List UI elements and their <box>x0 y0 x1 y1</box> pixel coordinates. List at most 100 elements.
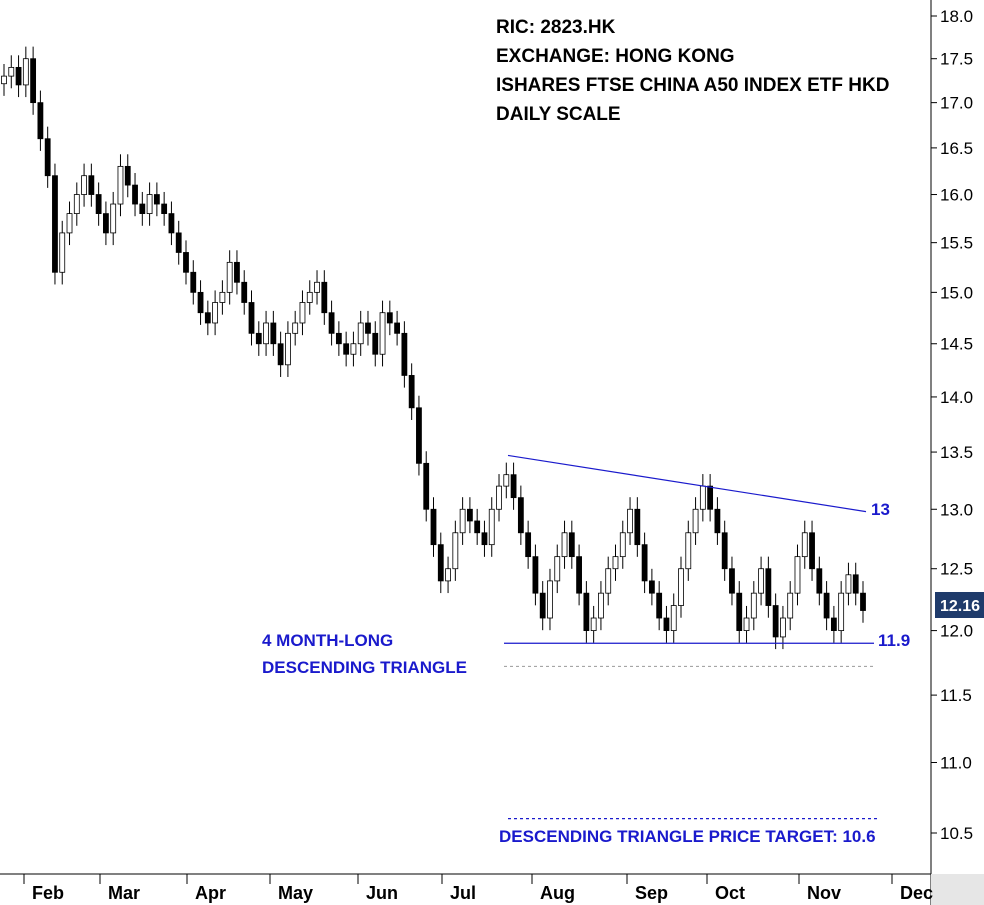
y-tick-label: 12.0 <box>940 622 973 641</box>
candle-body <box>547 580 553 619</box>
candle-body <box>423 462 430 510</box>
candle-body <box>350 343 357 355</box>
candle-body <box>263 322 269 345</box>
target-annotation: DESCENDING TRIANGLE PRICE TARGET: 10.6 <box>499 827 876 846</box>
candle-body <box>445 568 451 582</box>
y-tick-label: 18.0 <box>940 7 973 26</box>
pattern-annotation-line-2: DESCENDING TRIANGLE <box>262 658 467 677</box>
candle-body <box>190 271 197 293</box>
y-tick-label: 17.0 <box>940 94 973 113</box>
candle-body <box>204 312 211 324</box>
y-tick-label: 15.0 <box>940 283 973 302</box>
candle-body <box>37 102 44 140</box>
candle-body <box>554 556 561 582</box>
candle-body <box>503 474 510 487</box>
candle-body <box>452 532 459 570</box>
x-month-label: Feb <box>32 883 64 903</box>
candle-body <box>437 544 444 582</box>
y-tick-label: 10.5 <box>940 824 973 843</box>
candle-body <box>52 175 58 273</box>
candle-body <box>714 508 721 534</box>
candle-body <box>765 568 772 606</box>
candle-body <box>212 302 219 324</box>
candle-body <box>481 532 488 546</box>
candle-body <box>801 532 808 558</box>
candle-body <box>103 213 109 234</box>
resistance-trendline <box>507 454 867 513</box>
candle-body <box>226 261 233 293</box>
candle-body <box>721 532 728 570</box>
candle-body <box>241 281 248 303</box>
resistance-label: 13 <box>871 500 890 519</box>
candle-body <box>430 508 437 546</box>
candle-body <box>88 175 95 195</box>
candle-body <box>117 165 124 205</box>
svg-text:12.16: 12.16 <box>940 598 980 615</box>
candle-body <box>656 592 663 619</box>
y-tick-label: 14.5 <box>940 335 973 354</box>
candle-body <box>8 66 15 77</box>
x-month-label: May <box>278 883 313 903</box>
candle-body <box>153 194 160 205</box>
y-tick-label: 16.5 <box>940 139 973 158</box>
candle-body <box>736 592 743 631</box>
candle-body <box>299 302 306 324</box>
candle-body <box>175 232 182 253</box>
candle-body <box>809 532 815 570</box>
y-tick-label: 13.5 <box>940 443 973 462</box>
x-month-label: Jun <box>366 883 398 903</box>
candle-body <box>678 568 684 606</box>
x-month-label: Jul <box>450 883 476 903</box>
y-tick-label: 11.0 <box>940 753 972 772</box>
title-line-4: DAILY SCALE <box>496 104 621 125</box>
candle-body <box>270 322 277 345</box>
candle-body <box>561 532 568 558</box>
candle-body <box>663 617 670 631</box>
candle-body <box>459 508 466 534</box>
candle-body <box>466 508 473 522</box>
candle-body <box>707 485 714 510</box>
candle-body <box>146 194 153 214</box>
candle-body <box>539 592 546 619</box>
candle-body <box>139 203 146 214</box>
x-month-label: Oct <box>715 883 745 903</box>
x-month-label: Apr <box>195 883 226 903</box>
candle-body <box>234 261 240 283</box>
candle-body <box>44 138 51 177</box>
y-tick-label: 11.5 <box>940 686 972 705</box>
candle-body <box>576 556 582 594</box>
candle-body <box>306 291 313 303</box>
y-tick-label: 13.0 <box>940 500 973 519</box>
candle-body <box>219 291 226 303</box>
candle-body <box>66 213 73 234</box>
candle-body <box>401 332 408 376</box>
candle-body <box>168 213 175 234</box>
candle-body <box>525 532 532 558</box>
candle-body <box>357 322 364 345</box>
candle-body <box>183 252 189 273</box>
candle-body <box>758 568 764 594</box>
candle-body <box>474 520 481 534</box>
candle-body <box>670 605 677 631</box>
candle-body <box>583 592 590 631</box>
candle-body <box>321 281 328 314</box>
support-label: 11.9 <box>878 631 910 650</box>
candle-body <box>408 375 415 409</box>
candle-body <box>532 556 539 594</box>
candle-body <box>685 532 692 570</box>
candle-body <box>110 203 117 234</box>
candle-body <box>328 312 335 334</box>
candle-body <box>197 291 204 314</box>
candle-body <box>161 203 168 214</box>
candle-body <box>292 322 299 334</box>
candle-body <box>1 75 7 85</box>
candle-body <box>372 332 379 355</box>
title-line-1: RIC: 2823.HK <box>496 17 616 38</box>
candle-body <box>335 332 342 345</box>
candle-body <box>816 568 823 594</box>
candle-body <box>750 592 757 619</box>
y-axis: 18.0 17.5 17.0 16.5 16.0 15.5 15.0 14.5 14.0 13.5… <box>930 0 973 905</box>
candle-body <box>386 312 393 324</box>
x-month-label: Sep <box>635 883 668 903</box>
